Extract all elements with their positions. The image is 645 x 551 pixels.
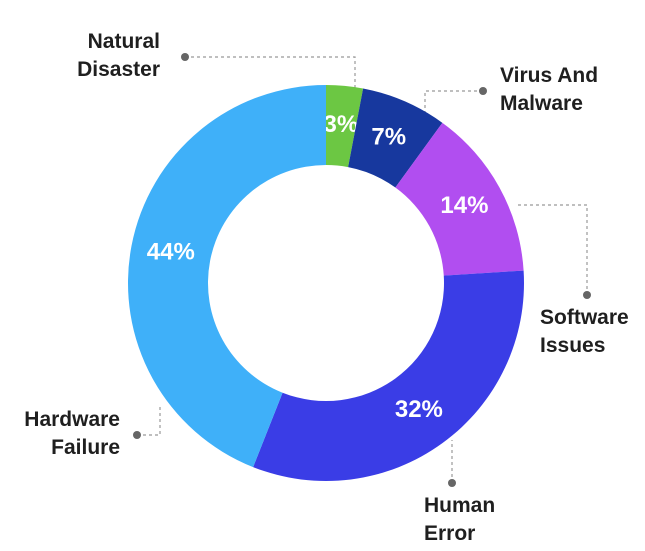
category-label: Human Error bbox=[424, 494, 496, 545]
connector bbox=[424, 90, 483, 120]
value-label: 3% bbox=[324, 111, 359, 138]
slice bbox=[348, 88, 443, 188]
slice bbox=[127, 85, 326, 468]
category-label: Natural Disaster bbox=[77, 30, 160, 81]
connector-dot bbox=[479, 87, 487, 95]
value-label: 14% bbox=[440, 192, 488, 219]
connector-dot bbox=[448, 479, 456, 487]
category-label: Virus And Malware bbox=[500, 64, 599, 115]
connectors bbox=[133, 53, 591, 487]
category-label: Hardware Failure bbox=[24, 408, 120, 459]
connector-dot bbox=[181, 53, 189, 61]
connector bbox=[185, 56, 356, 95]
value-label: 32% bbox=[395, 396, 443, 423]
connector-dot bbox=[583, 291, 591, 299]
connector bbox=[515, 204, 588, 295]
slice bbox=[253, 270, 525, 481]
slice bbox=[326, 85, 364, 168]
connector bbox=[137, 405, 161, 436]
value-label: 7% bbox=[371, 123, 406, 150]
slice bbox=[395, 122, 524, 276]
value-label: 44% bbox=[147, 239, 195, 266]
category-label: Software Issues bbox=[540, 306, 629, 357]
connector-dot bbox=[133, 431, 141, 439]
